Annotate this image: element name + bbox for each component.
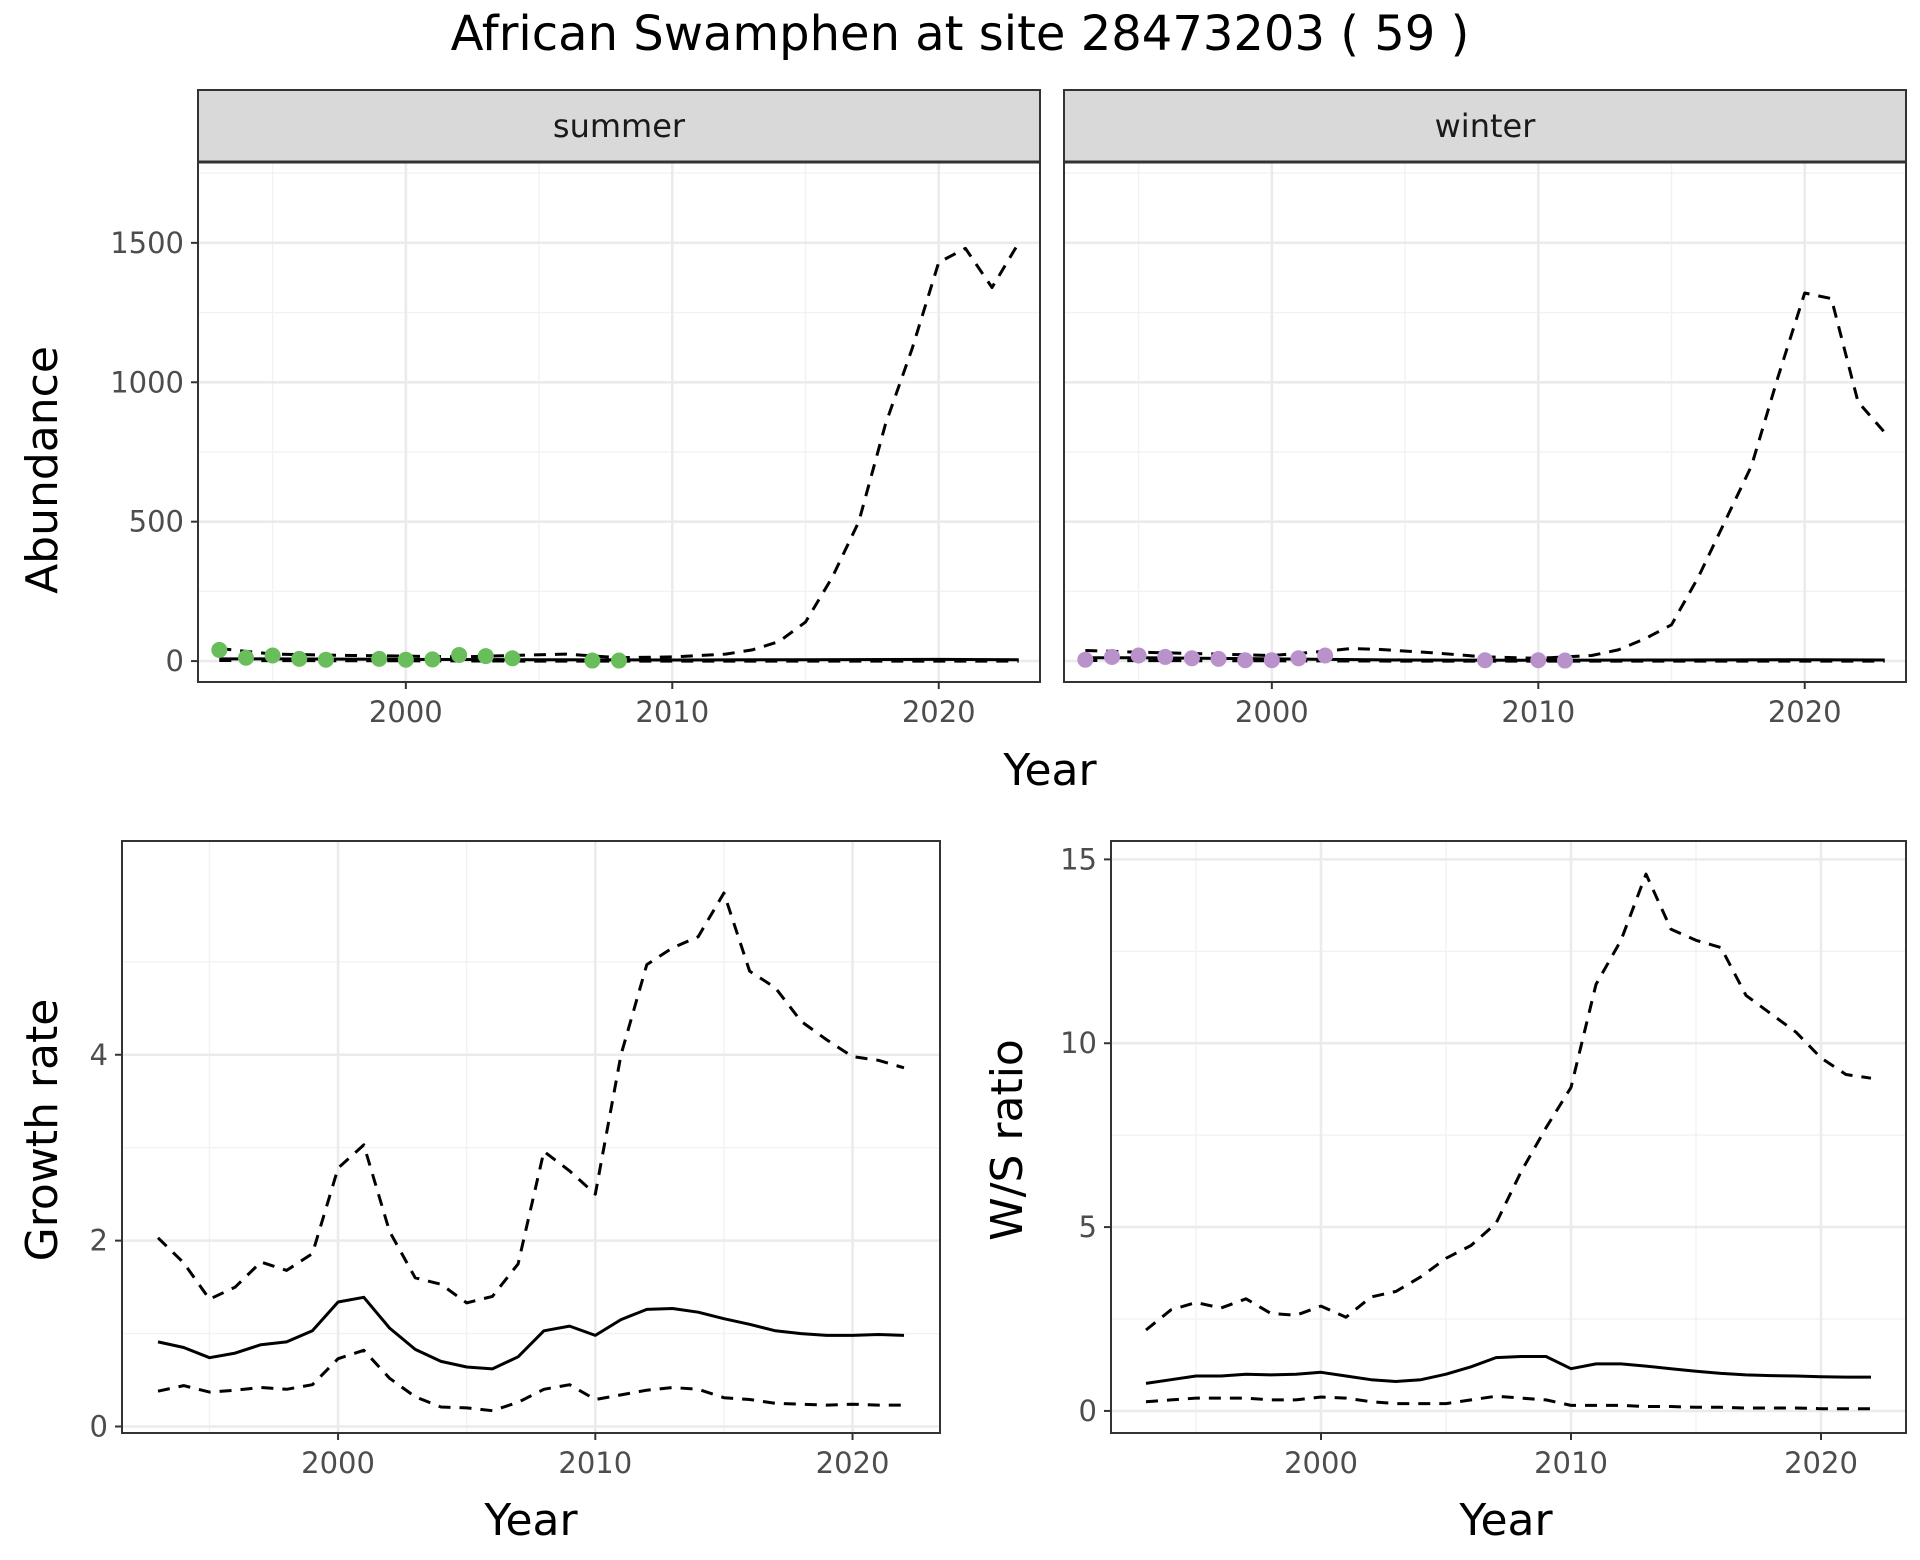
summer-observation-point <box>504 650 521 667</box>
winter-observation-point <box>1556 652 1573 669</box>
abundance-y-axis-title: Abundance <box>17 346 68 594</box>
winter-x-tick-label: 2010 <box>1501 695 1575 729</box>
winter-observation-point <box>1130 647 1147 664</box>
summer-facet-label: summer <box>553 107 686 145</box>
summer-observation-point <box>237 649 254 666</box>
growth-rate-panel: 2000 2010 2020 0 2 4 <box>90 840 941 1480</box>
winter-x-tick-label: 2020 <box>1768 695 1842 729</box>
growth-x-tick-label: 2020 <box>816 1446 890 1480</box>
summer-observation-point <box>451 646 468 663</box>
winter-observation-point <box>1210 650 1227 667</box>
winter-observation-point <box>1183 650 1200 667</box>
ratio-x-tick-label: 2020 <box>1784 1446 1858 1480</box>
winter-facet-label: winter <box>1435 107 1537 145</box>
summer-y-tick-label: 1500 <box>110 226 184 260</box>
ratio-x-tick-label: 2000 <box>1284 1446 1358 1480</box>
winter-observation-point <box>1103 648 1120 665</box>
summer-observation-point <box>264 647 281 664</box>
abundance-winter-panel: 2000 2010 2020 winter <box>1063 89 1907 729</box>
growth-panel-border <box>121 840 941 1434</box>
summer-interval-line-2 <box>219 659 1019 663</box>
winter-observation-point <box>1237 652 1254 669</box>
ratio-interval-line-2 <box>1145 1394 1871 1411</box>
growth-x-axis-title: Year <box>483 1495 578 1546</box>
growth-y-tick-label: 2 <box>90 1224 108 1258</box>
growth-interval-line-2 <box>157 1348 904 1413</box>
summer-observation-point <box>424 651 441 668</box>
summer-x-tick-label: 2010 <box>635 695 709 729</box>
summer-observation-point <box>611 652 627 669</box>
ratio-estimate-line <box>1145 1355 1871 1385</box>
summer-observation-point <box>211 641 228 658</box>
summer-x-tick-label: 2000 <box>369 695 443 729</box>
growth-y-tick-label: 4 <box>90 1038 108 1072</box>
abundance-summer-panel: 2000 2010 2020 0 500 1000 1500 summer <box>110 89 1041 729</box>
growth-y-tick-label: 0 <box>90 1409 108 1443</box>
ratio-y-tick-label: 15 <box>1060 842 1097 876</box>
winter-observation-point <box>1530 652 1547 669</box>
abundance-x-axis-title: Year <box>1002 745 1097 796</box>
summer-interval-line-1 <box>219 242 1020 660</box>
winter-interval-line-2 <box>1085 659 1885 663</box>
main-title: African Swamphen at site 28473203 ( 59 ) <box>451 6 1470 62</box>
winter-observation-point <box>1263 652 1280 669</box>
growth-x-tick-label: 2010 <box>558 1446 632 1480</box>
growth-y-axis-title: Growth rate <box>17 999 68 1262</box>
summer-observation-point <box>291 650 308 667</box>
ratio-y-tick-label: 10 <box>1060 1026 1097 1060</box>
summer-y-tick-label: 0 <box>166 644 184 678</box>
ratio-x-tick-label: 2010 <box>1534 1446 1608 1480</box>
ratio-y-tick-label: 0 <box>1079 1394 1097 1428</box>
ratio-x-axis-title: Year <box>1458 1495 1553 1546</box>
growth-estimate-line <box>157 1295 905 1371</box>
winter-observation-point <box>1290 650 1307 667</box>
ratio-y-tick-label: 5 <box>1079 1210 1097 1244</box>
summer-y-tick-label: 500 <box>129 505 184 539</box>
summer-y-tick-label: 1000 <box>110 365 184 399</box>
growth-interval-line-1 <box>156 891 905 1305</box>
summer-observation-point <box>397 651 414 668</box>
ratio-interval-line-1 <box>1145 872 1872 1332</box>
winter-x-tick-label: 2000 <box>1235 695 1309 729</box>
summer-observation-point <box>584 652 601 669</box>
summer-observation-point <box>371 650 388 667</box>
growth-x-tick-label: 2000 <box>301 1446 375 1480</box>
summer-x-tick-label: 2020 <box>902 695 976 729</box>
winter-observation-point <box>1317 647 1334 664</box>
winter-observation-point <box>1477 652 1493 669</box>
ws-ratio-panel: 2000 2010 2020 0 5 10 15 <box>1060 840 1907 1480</box>
winter-observation-point <box>1077 651 1094 668</box>
summer-observation-point <box>477 648 494 665</box>
summer-facet-strip <box>197 89 1041 163</box>
ratio-panel-border <box>1110 840 1907 1434</box>
winter-observation-point <box>1157 648 1174 665</box>
summer-observation-point <box>317 651 334 668</box>
ratio-y-axis-title: W/S ratio <box>982 1039 1033 1241</box>
